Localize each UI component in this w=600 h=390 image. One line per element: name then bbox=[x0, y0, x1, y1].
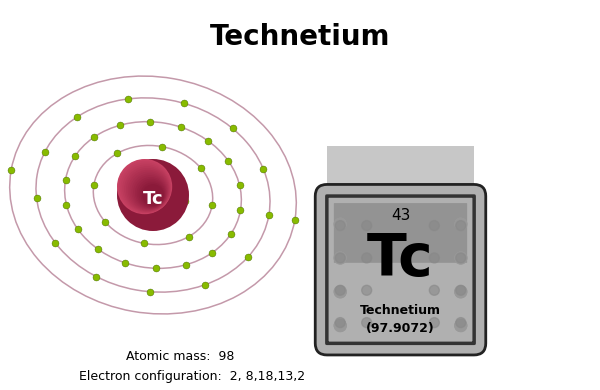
Circle shape bbox=[430, 317, 439, 328]
Text: Tc: Tc bbox=[367, 231, 434, 288]
Ellipse shape bbox=[137, 179, 166, 207]
Circle shape bbox=[334, 252, 346, 264]
Ellipse shape bbox=[121, 163, 171, 213]
Ellipse shape bbox=[119, 161, 172, 214]
Ellipse shape bbox=[133, 175, 167, 209]
Circle shape bbox=[455, 286, 467, 298]
Text: 43: 43 bbox=[391, 208, 410, 223]
Circle shape bbox=[455, 286, 467, 298]
Bar bbox=[327, 229, 474, 284]
Circle shape bbox=[335, 285, 345, 295]
Circle shape bbox=[362, 317, 371, 328]
Bar bbox=[327, 284, 474, 338]
Ellipse shape bbox=[126, 168, 169, 211]
Ellipse shape bbox=[117, 159, 172, 214]
Bar bbox=[327, 185, 474, 240]
Circle shape bbox=[334, 252, 346, 264]
Circle shape bbox=[334, 286, 346, 298]
Circle shape bbox=[455, 320, 467, 331]
Ellipse shape bbox=[135, 177, 166, 208]
Bar bbox=[327, 215, 474, 270]
FancyBboxPatch shape bbox=[321, 190, 480, 349]
Bar bbox=[327, 269, 474, 324]
Circle shape bbox=[334, 218, 346, 230]
Circle shape bbox=[455, 218, 467, 230]
Bar bbox=[327, 205, 474, 260]
Text: Tc: Tc bbox=[143, 190, 163, 207]
Ellipse shape bbox=[140, 183, 164, 206]
Circle shape bbox=[455, 218, 467, 230]
Circle shape bbox=[455, 252, 467, 264]
Bar bbox=[327, 239, 474, 294]
Ellipse shape bbox=[128, 170, 169, 211]
Circle shape bbox=[334, 320, 346, 331]
Circle shape bbox=[455, 252, 467, 264]
Bar bbox=[327, 176, 474, 230]
Bar bbox=[327, 259, 474, 314]
Bar bbox=[327, 278, 474, 333]
Circle shape bbox=[334, 218, 346, 230]
Bar bbox=[327, 171, 474, 225]
Circle shape bbox=[362, 221, 371, 230]
Bar bbox=[327, 195, 474, 250]
Circle shape bbox=[334, 286, 346, 298]
Circle shape bbox=[455, 320, 467, 331]
Circle shape bbox=[430, 253, 439, 263]
Bar bbox=[327, 200, 474, 255]
Ellipse shape bbox=[142, 184, 164, 206]
Circle shape bbox=[455, 286, 467, 298]
FancyBboxPatch shape bbox=[315, 184, 486, 355]
Bar bbox=[327, 249, 474, 304]
Ellipse shape bbox=[131, 174, 167, 209]
Bar bbox=[327, 264, 474, 319]
Text: Technetium: Technetium bbox=[360, 304, 441, 317]
Ellipse shape bbox=[124, 166, 170, 212]
Bar bbox=[327, 234, 474, 289]
Circle shape bbox=[455, 320, 467, 331]
Ellipse shape bbox=[139, 181, 165, 207]
FancyBboxPatch shape bbox=[334, 203, 467, 263]
Circle shape bbox=[335, 253, 345, 263]
Circle shape bbox=[455, 252, 467, 264]
Text: Atomic mass:  98: Atomic mass: 98 bbox=[126, 350, 234, 363]
Ellipse shape bbox=[122, 165, 170, 213]
Circle shape bbox=[456, 221, 466, 230]
Circle shape bbox=[335, 221, 345, 230]
Circle shape bbox=[456, 317, 466, 328]
Bar bbox=[327, 151, 474, 206]
Bar bbox=[327, 210, 474, 265]
Text: Electron configuration:  2, 8,18,13,2: Electron configuration: 2, 8,18,13,2 bbox=[79, 370, 305, 383]
Bar bbox=[327, 274, 474, 328]
Circle shape bbox=[455, 218, 467, 230]
Circle shape bbox=[430, 221, 439, 230]
Bar bbox=[327, 288, 474, 343]
Circle shape bbox=[334, 320, 346, 331]
Bar bbox=[327, 161, 474, 216]
Bar bbox=[327, 156, 474, 211]
Bar bbox=[327, 146, 474, 201]
Circle shape bbox=[456, 285, 466, 295]
Circle shape bbox=[362, 285, 371, 295]
Text: (97.9072): (97.9072) bbox=[366, 322, 435, 335]
Bar bbox=[327, 181, 474, 236]
Circle shape bbox=[334, 218, 346, 230]
Bar bbox=[327, 254, 474, 309]
Bar bbox=[327, 220, 474, 275]
Bar bbox=[327, 190, 474, 245]
Circle shape bbox=[430, 285, 439, 295]
Circle shape bbox=[362, 253, 371, 263]
Ellipse shape bbox=[130, 172, 168, 210]
Bar bbox=[327, 244, 474, 299]
Circle shape bbox=[456, 253, 466, 263]
Text: Technetium: Technetium bbox=[210, 23, 390, 51]
Circle shape bbox=[334, 320, 346, 331]
Circle shape bbox=[335, 317, 345, 328]
Bar bbox=[327, 225, 474, 280]
Ellipse shape bbox=[117, 159, 189, 231]
Bar bbox=[327, 166, 474, 221]
Circle shape bbox=[334, 252, 346, 264]
Circle shape bbox=[334, 286, 346, 298]
